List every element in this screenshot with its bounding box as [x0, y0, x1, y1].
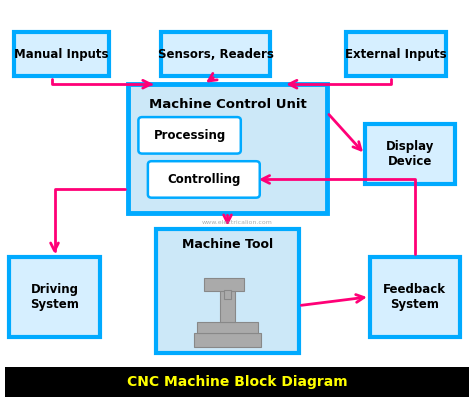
Text: CNC Machine Block Diagram: CNC Machine Block Diagram	[127, 375, 347, 389]
Text: Sensors, Readers: Sensors, Readers	[158, 48, 273, 61]
FancyBboxPatch shape	[138, 117, 241, 154]
Text: External Inputs: External Inputs	[345, 48, 447, 61]
FancyBboxPatch shape	[5, 367, 469, 397]
FancyBboxPatch shape	[204, 278, 244, 291]
Text: www.electricalion.com: www.electricalion.com	[201, 220, 273, 225]
FancyBboxPatch shape	[161, 32, 270, 76]
FancyBboxPatch shape	[148, 161, 260, 198]
Text: Manual Inputs: Manual Inputs	[14, 48, 109, 61]
FancyBboxPatch shape	[365, 124, 455, 184]
Text: Feedback
System: Feedback System	[383, 283, 446, 311]
FancyBboxPatch shape	[197, 322, 258, 333]
FancyBboxPatch shape	[224, 290, 231, 299]
FancyBboxPatch shape	[9, 257, 100, 337]
FancyBboxPatch shape	[156, 229, 299, 353]
Text: Driving
System: Driving System	[30, 283, 79, 311]
Text: Machine Control Unit: Machine Control Unit	[149, 98, 306, 111]
Text: Controlling: Controlling	[167, 173, 240, 186]
FancyBboxPatch shape	[220, 286, 235, 322]
Text: Processing: Processing	[154, 129, 226, 142]
FancyBboxPatch shape	[14, 32, 109, 76]
FancyBboxPatch shape	[370, 257, 460, 337]
Text: Display
Device: Display Device	[386, 140, 434, 168]
FancyBboxPatch shape	[128, 84, 327, 213]
FancyBboxPatch shape	[194, 333, 261, 347]
Text: Machine Tool: Machine Tool	[182, 238, 273, 251]
FancyBboxPatch shape	[346, 32, 446, 76]
